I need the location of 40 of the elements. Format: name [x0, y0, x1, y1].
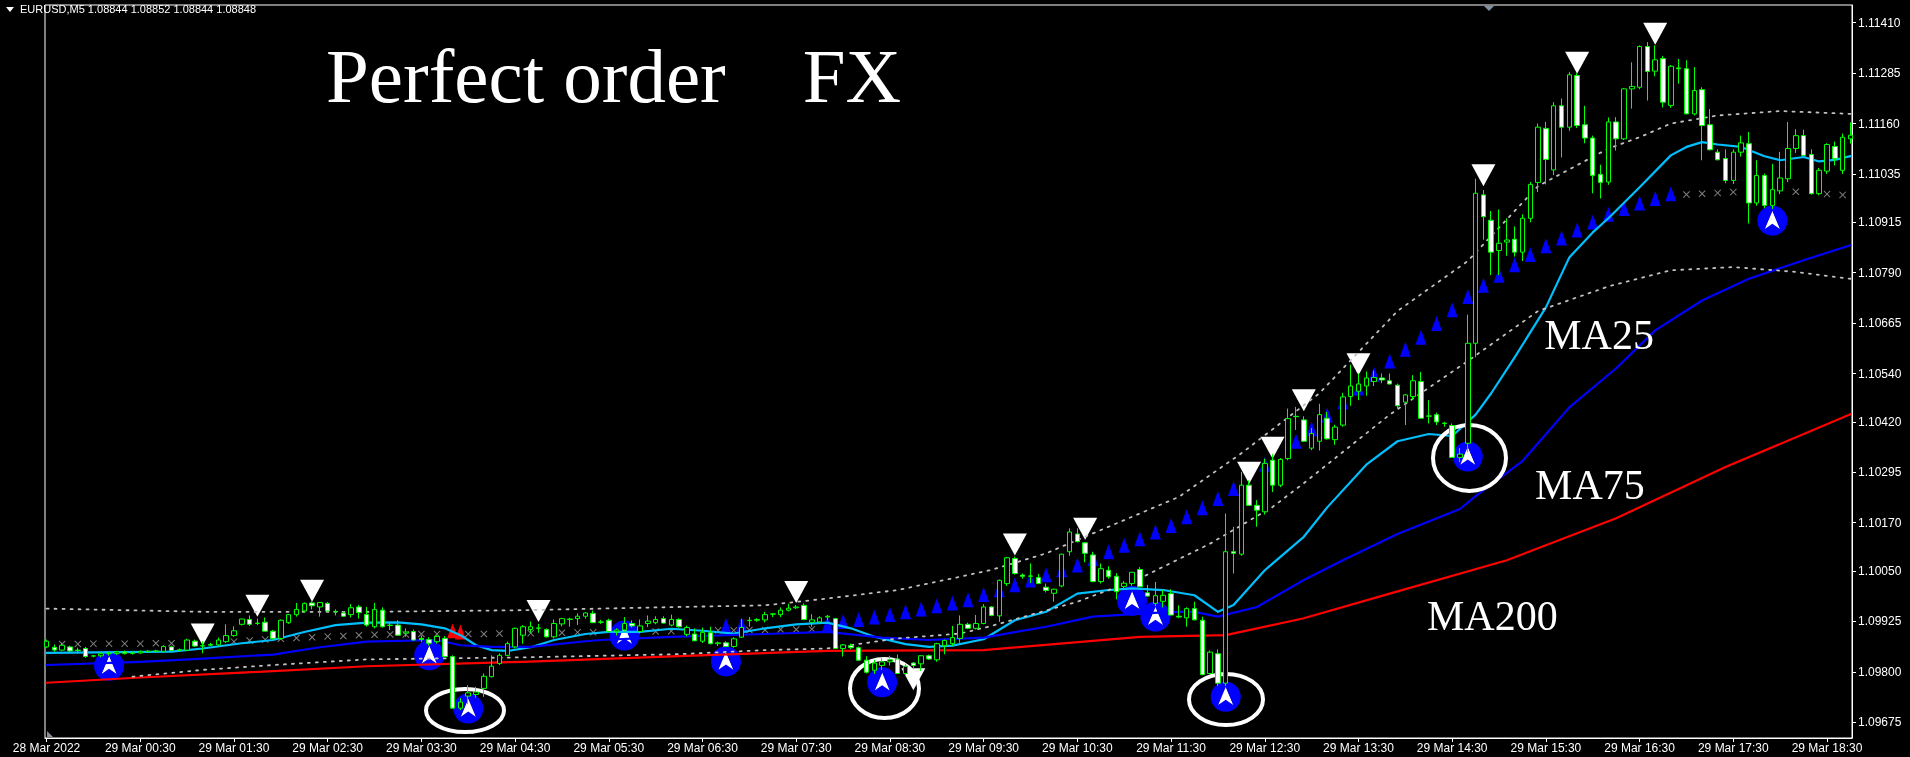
y-tick-label: 1.10665 — [1858, 316, 1902, 331]
y-tick-label: 1.10295 — [1858, 465, 1902, 480]
y-tick-label: 1.10790 — [1858, 265, 1902, 280]
series-label: MA200 — [1426, 593, 1558, 640]
x-tick-label: 29 Mar 05:30 — [573, 741, 645, 755]
chart-title: Perfect order FX — [326, 32, 902, 119]
x-tick-label: 29 Mar 03:30 — [386, 741, 458, 755]
x-tick-label: 29 Mar 01:30 — [198, 741, 270, 755]
x-tick-label: 29 Mar 02:30 — [292, 741, 364, 755]
y-tick-label: 1.09925 — [1858, 614, 1902, 629]
x-tick-label: 29 Mar 12:30 — [1229, 741, 1301, 755]
y-tick-label: 1.11160 — [1858, 116, 1900, 131]
x-tick-label: 29 Mar 07:30 — [760, 741, 832, 755]
y-tick-label: 1.10915 — [1858, 215, 1902, 230]
x-tick-label: 29 Mar 15:30 — [1510, 741, 1582, 755]
y-tick-label: 1.10170 — [1858, 515, 1902, 530]
chart-subtitle: EURUSD,M5 1.08844 1.08852 1.08844 1.08848 — [20, 2, 257, 15]
x-tick-label: 28 Mar 2022 — [12, 741, 81, 755]
series-label: MA75 — [1535, 462, 1645, 509]
x-tick-label: 29 Mar 17:30 — [1697, 741, 1769, 755]
y-tick-label: 1.10050 — [1858, 564, 1902, 579]
x-tick-label: 29 Mar 11:30 — [1136, 741, 1207, 755]
y-tick-label: 1.11410 — [1858, 15, 1901, 30]
x-tick-label: 29 Mar 00:30 — [104, 741, 176, 755]
y-tick-label: 1.09675 — [1858, 715, 1902, 730]
x-tick-label: 29 Mar 14:30 — [1416, 741, 1488, 755]
x-tick-label: 29 Mar 10:30 — [1041, 741, 1114, 755]
y-tick-label: 1.09800 — [1858, 664, 1902, 679]
y-tick-label: 1.11035 — [1858, 166, 1901, 181]
y-tick-label: 1.10420 — [1858, 414, 1902, 429]
x-tick-label: 29 Mar 04:30 — [479, 741, 551, 755]
y-tick-label: 1.11285 — [1858, 66, 1901, 81]
x-tick-label: 29 Mar 09:30 — [948, 741, 1020, 755]
x-tick-label: 29 Mar 08:30 — [854, 741, 926, 755]
x-tick-label: 29 Mar 06:30 — [667, 741, 739, 755]
x-tick-label: 29 Mar 13:30 — [1323, 741, 1395, 755]
x-tick-label: 29 Mar 18:30 — [1791, 741, 1863, 755]
y-tick-label: 1.10540 — [1858, 366, 1902, 381]
series-label: MA25 — [1544, 312, 1654, 359]
x-tick-label: 29 Mar 16:30 — [1604, 741, 1676, 755]
